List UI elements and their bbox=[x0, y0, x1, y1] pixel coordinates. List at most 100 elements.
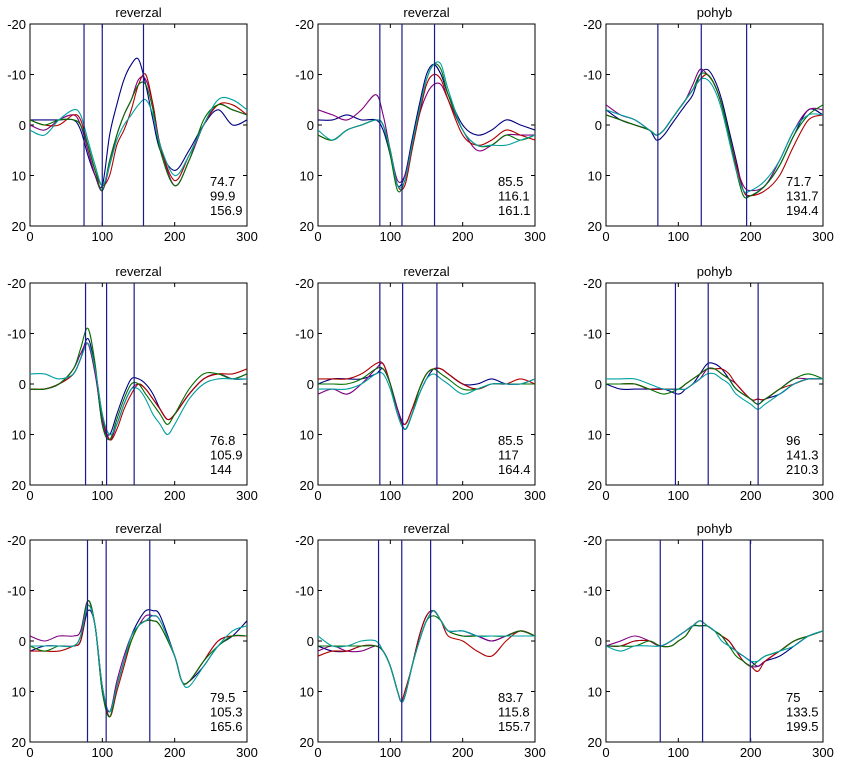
y-tick-label: 0 bbox=[19, 634, 26, 649]
series-line bbox=[30, 57, 247, 189]
series-line bbox=[318, 610, 535, 703]
x-tick-label: 100 bbox=[379, 488, 401, 503]
y-tick-label: -20 bbox=[295, 17, 314, 32]
x-tick-label: 0 bbox=[314, 488, 321, 503]
y-tick-label: 20 bbox=[300, 478, 314, 493]
y-tick-label: 10 bbox=[12, 428, 26, 443]
x-tick-label: 100 bbox=[667, 229, 689, 244]
x-tick-label: 100 bbox=[91, 229, 113, 244]
latency-value-label: 85.5 bbox=[498, 433, 523, 448]
series-line bbox=[30, 343, 247, 436]
y-tick-label: 20 bbox=[588, 219, 602, 234]
x-tick-label: 200 bbox=[452, 745, 474, 760]
series-line bbox=[30, 338, 247, 436]
x-tick-label: 300 bbox=[524, 488, 546, 503]
latency-value-label: 99.9 bbox=[210, 189, 235, 204]
series-group bbox=[30, 57, 247, 192]
latency-value-label: 156.9 bbox=[210, 203, 243, 218]
series-line bbox=[30, 604, 247, 713]
latency-value-label: 75 bbox=[786, 690, 800, 705]
series-line bbox=[606, 372, 823, 410]
series-group bbox=[318, 609, 535, 703]
y-tick-label: -20 bbox=[7, 533, 26, 548]
x-tick-label: 200 bbox=[164, 745, 186, 760]
series-line bbox=[606, 620, 823, 663]
latency-value-label: 83.7 bbox=[498, 690, 523, 705]
y-tick-label: 20 bbox=[300, 735, 314, 750]
series-line bbox=[318, 63, 535, 193]
x-tick-label: 300 bbox=[236, 488, 258, 503]
latency-value-label: 115.8 bbox=[498, 705, 530, 720]
latency-value-label: 161.1 bbox=[498, 203, 531, 218]
chart-title: pohyb bbox=[697, 5, 732, 20]
x-tick-label: 100 bbox=[379, 745, 401, 760]
x-tick-label: 0 bbox=[314, 745, 321, 760]
x-tick-label: 100 bbox=[91, 488, 113, 503]
x-tick-label: 300 bbox=[524, 745, 546, 760]
y-tick-label: 20 bbox=[12, 219, 26, 234]
y-tick-label: -20 bbox=[583, 17, 602, 32]
y-tick-label: 0 bbox=[595, 634, 602, 649]
y-tick-label: 20 bbox=[12, 478, 26, 493]
x-tick-label: 300 bbox=[236, 229, 258, 244]
y-tick-label: -10 bbox=[295, 584, 314, 599]
y-tick-label: 10 bbox=[588, 685, 602, 700]
latency-value-label: 131.7 bbox=[786, 189, 819, 204]
x-tick-label: 300 bbox=[812, 488, 834, 503]
latency-value-label: 144 bbox=[210, 462, 232, 477]
y-tick-label: -20 bbox=[583, 276, 602, 291]
series-line bbox=[30, 343, 247, 441]
x-tick-label: 100 bbox=[667, 488, 689, 503]
series-line bbox=[606, 367, 823, 405]
x-tick-label: 200 bbox=[452, 229, 474, 244]
series-line bbox=[318, 367, 535, 430]
latency-value-label: 165.6 bbox=[210, 719, 243, 734]
series-line bbox=[318, 609, 535, 703]
latency-value-label: 85.5 bbox=[498, 174, 523, 189]
y-tick-label: 20 bbox=[300, 219, 314, 234]
series-line bbox=[318, 610, 535, 703]
x-tick-label: 100 bbox=[91, 745, 113, 760]
x-tick-label: 0 bbox=[602, 488, 609, 503]
series-line bbox=[318, 366, 535, 430]
series-line bbox=[318, 61, 535, 189]
latency-value-label: 194.4 bbox=[786, 203, 819, 218]
x-tick-label: 0 bbox=[314, 229, 321, 244]
latency-value-label: 199.5 bbox=[786, 719, 819, 734]
series-group bbox=[606, 362, 823, 410]
latency-value-label: 105.3 bbox=[210, 705, 243, 720]
chart-panel: reverzal 0 100 200 300 -20 -10 0 10 20 79.5105.316… bbox=[7, 521, 258, 760]
x-tick-label: 100 bbox=[379, 229, 401, 244]
x-tick-label: 0 bbox=[602, 745, 609, 760]
series-group bbox=[318, 361, 535, 430]
y-tick-label: 0 bbox=[595, 118, 602, 133]
series-line bbox=[30, 342, 247, 441]
series-line bbox=[318, 362, 535, 425]
latency-value-label: 210.3 bbox=[786, 462, 819, 477]
chart-title: reverzal bbox=[115, 5, 161, 20]
y-tick-label: -10 bbox=[583, 327, 602, 342]
y-tick-label: 0 bbox=[595, 377, 602, 392]
x-tick-label: 300 bbox=[236, 745, 258, 760]
series-line bbox=[318, 73, 535, 191]
y-tick-label: -10 bbox=[295, 327, 314, 342]
x-tick-label: 200 bbox=[740, 745, 762, 760]
y-tick-label: 0 bbox=[307, 118, 314, 133]
x-tick-label: 200 bbox=[164, 488, 186, 503]
y-tick-label: -20 bbox=[295, 533, 314, 548]
x-tick-label: 300 bbox=[812, 229, 834, 244]
chart-title: reverzal bbox=[403, 5, 449, 20]
x-tick-label: 0 bbox=[26, 229, 33, 244]
series-group bbox=[318, 61, 535, 193]
y-tick-label: 20 bbox=[588, 735, 602, 750]
y-tick-label: 10 bbox=[300, 428, 314, 443]
latency-value-label: 79.5 bbox=[210, 690, 235, 705]
x-tick-label: 300 bbox=[812, 745, 834, 760]
series-line bbox=[30, 73, 247, 187]
chart-panel: reverzal 0 100 200 300 -20 -10 0 10 20 76.8105.914… bbox=[7, 264, 258, 503]
y-tick-label: -20 bbox=[583, 533, 602, 548]
